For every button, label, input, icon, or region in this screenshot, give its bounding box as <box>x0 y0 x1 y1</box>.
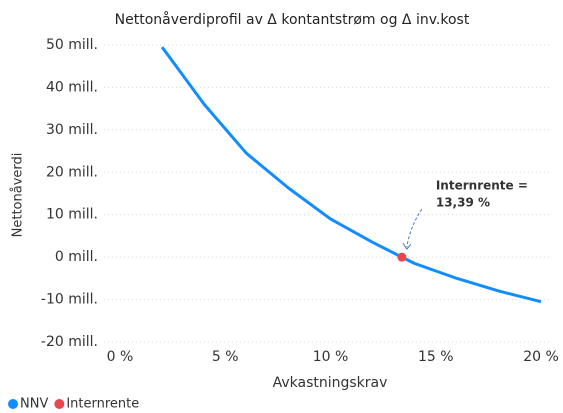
annotation-arrowhead <box>402 242 412 250</box>
y-tick-label: -20 mill. <box>41 334 98 350</box>
x-tick-label: 5 % <box>212 349 239 365</box>
x-tick-label: 15 % <box>418 349 454 365</box>
line <box>160 46 542 304</box>
legend-label: NNV <box>20 397 48 412</box>
y-axis-label: Nettonåverdi <box>11 153 26 238</box>
legend-marker <box>8 399 18 409</box>
x-tick-label: 20 % <box>523 349 559 365</box>
y-tick-label: 40 mill. <box>46 79 98 95</box>
annotation-arrow <box>406 208 423 248</box>
y-tick-label: 10 mill. <box>46 207 98 223</box>
x-tick-label: 10 % <box>313 349 349 365</box>
chart-title: Nettonåverdiprofil av Δ kontantstrøm og … <box>115 11 470 28</box>
marker <box>397 252 407 262</box>
y-tick-label: 20 mill. <box>46 164 98 180</box>
y-tick-label: 50 mill. <box>46 37 98 53</box>
x-axis-label: Avkastningskrav <box>273 375 388 391</box>
x-tick-label: 0 % <box>107 349 134 365</box>
annotation: 13,39 % <box>436 196 490 210</box>
y-tick-label: 0 mill. <box>55 249 98 265</box>
annotation: Internrente = <box>436 179 528 193</box>
legend-marker <box>54 399 65 409</box>
y-tick-label: 30 mill. <box>46 122 98 138</box>
y-tick-label: -10 mill. <box>41 292 98 308</box>
legend-label: Internrente <box>66 397 139 412</box>
